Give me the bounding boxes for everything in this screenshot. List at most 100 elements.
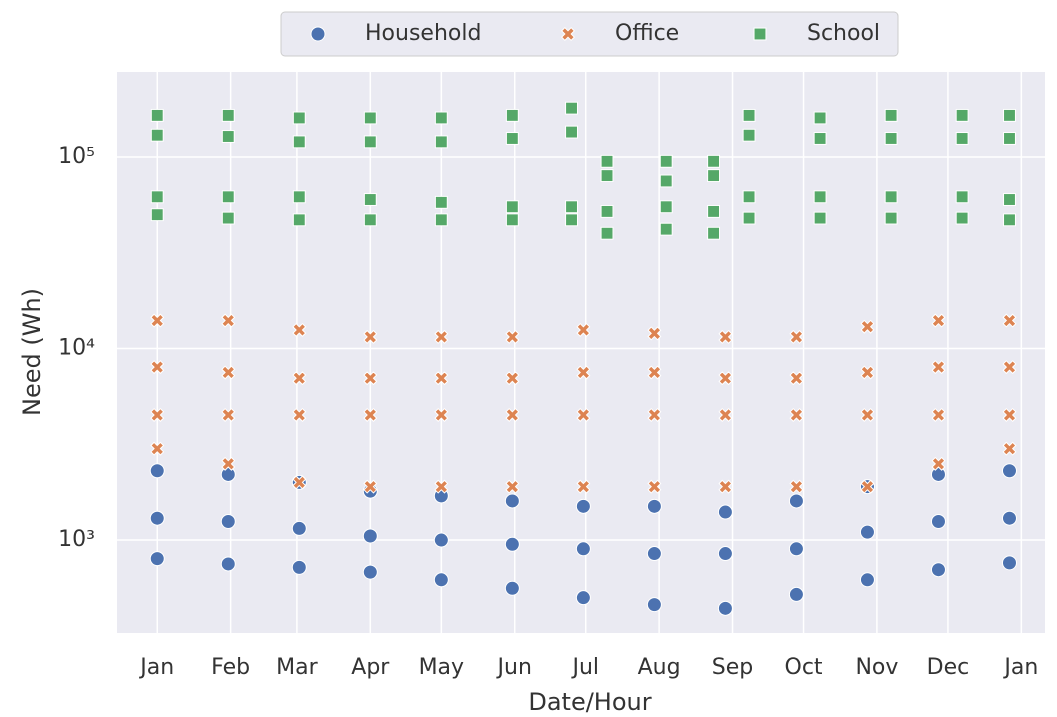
point (149, 510, 165, 526)
legend-marker (753, 27, 767, 41)
point (1001, 510, 1017, 526)
point (363, 135, 377, 149)
x-tick-label: Dec (927, 655, 970, 680)
point (433, 572, 449, 588)
point (363, 371, 378, 386)
y-tick-label: 10³ (58, 527, 95, 552)
y-tick-label: 10⁴ (58, 336, 95, 361)
point (659, 200, 673, 214)
point (291, 559, 307, 575)
point (860, 479, 875, 494)
point (363, 111, 377, 125)
point (576, 365, 591, 380)
point (504, 493, 520, 509)
point (647, 407, 662, 422)
point (646, 498, 662, 514)
point (505, 132, 519, 145)
point (1003, 193, 1016, 206)
point (813, 211, 827, 225)
point (221, 190, 235, 204)
point (292, 213, 306, 227)
point (647, 365, 662, 380)
legend-marker (310, 26, 326, 42)
point (742, 128, 756, 142)
x-tick-label: Apr (351, 655, 390, 680)
x-tick-label: Nov (855, 655, 898, 680)
legend-items: Household Office School (310, 21, 880, 46)
point (292, 371, 307, 386)
point (565, 101, 578, 115)
point (859, 524, 875, 540)
point (150, 313, 165, 328)
x-tick-label: Mar (276, 655, 318, 680)
point (717, 504, 733, 520)
point (788, 586, 804, 602)
point (362, 528, 378, 544)
x-tick-label: Oct (785, 655, 823, 680)
point (292, 135, 306, 149)
point (600, 226, 614, 240)
point (1003, 108, 1016, 122)
legend-label: Household (365, 21, 481, 46)
point (505, 407, 520, 422)
point (363, 479, 378, 494)
point (565, 213, 578, 227)
point (434, 479, 449, 494)
point (884, 190, 898, 204)
point (1001, 555, 1017, 571)
point (789, 329, 804, 344)
point (150, 108, 164, 122)
point (718, 329, 733, 344)
point (576, 479, 591, 494)
y-axis-label: Need (Wh) (18, 288, 46, 416)
point (884, 211, 898, 225)
point (718, 371, 733, 386)
point (434, 213, 448, 227)
point (930, 466, 946, 482)
point (434, 195, 448, 209)
point (1002, 441, 1017, 456)
x-tick-label: Jan (1002, 655, 1038, 680)
legend (280, 11, 899, 57)
point (150, 441, 165, 456)
point (1001, 463, 1017, 479)
point (362, 564, 378, 580)
point (575, 541, 591, 557)
point (742, 190, 756, 204)
point (707, 154, 721, 168)
point (860, 365, 875, 380)
x-tick-label: Aug (638, 655, 681, 680)
point (150, 128, 164, 142)
point (575, 498, 591, 514)
point (434, 111, 448, 125)
point (813, 132, 827, 145)
point (659, 154, 673, 168)
point (931, 407, 946, 422)
point (718, 407, 733, 422)
point (659, 174, 673, 188)
point (434, 371, 449, 386)
x-tick-label: Jun (496, 655, 532, 680)
point (931, 313, 946, 328)
point (434, 407, 449, 422)
point (221, 130, 235, 143)
point (813, 111, 827, 125)
point (742, 211, 756, 225)
point (220, 466, 236, 482)
point (707, 226, 721, 240)
point (717, 600, 733, 616)
point (292, 322, 307, 337)
point (860, 319, 875, 334)
point (363, 407, 378, 422)
point (813, 190, 827, 204)
point (221, 407, 236, 422)
point (646, 597, 662, 613)
point (646, 546, 662, 562)
point (149, 463, 165, 479)
grid (117, 72, 1045, 633)
point (363, 213, 377, 227)
point (149, 551, 165, 567)
point (931, 456, 946, 471)
point (955, 211, 969, 225)
x-tick-label: Sep (712, 655, 753, 680)
